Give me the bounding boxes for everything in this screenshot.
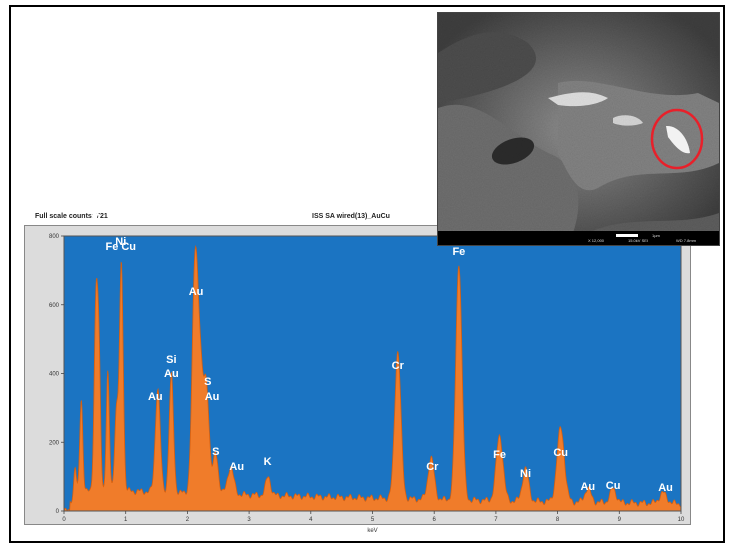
x-tick-label: 10 — [678, 517, 685, 523]
x-axis-label: keV — [367, 528, 377, 534]
peak-label: Fe — [493, 449, 506, 461]
sem-region-upper — [438, 32, 536, 103]
spectrum-name: ISS SA wired(13)_AuCu — [312, 213, 390, 220]
y-tick-label: 600 — [49, 303, 60, 309]
peak-label: Cr — [93, 191, 106, 203]
peak-label: O — [92, 211, 101, 223]
x-tick-label: 5 — [371, 517, 375, 523]
y-tick-label: 800 — [49, 234, 60, 240]
sem-scale-bar — [616, 234, 638, 237]
peak-label: Cr — [392, 360, 405, 372]
peak-label: Cu — [553, 447, 568, 459]
sem-bright-flake — [548, 92, 608, 107]
peak-label: Au — [189, 286, 204, 298]
x-tick-label: 1 — [124, 517, 128, 523]
sem-bright-streak — [613, 115, 643, 126]
sem-pore — [491, 137, 535, 165]
spectrum-line — [63, 244, 682, 512]
x-tick-label: 7 — [494, 517, 498, 523]
peak-label: K — [264, 456, 272, 468]
peak-label: Au — [658, 482, 673, 494]
peak-label: Ni — [520, 468, 531, 480]
sem-image: 1µm X 12,000 15.0kV SEI WD 7.8mm — [438, 13, 719, 245]
peak-label: Fe Cu — [105, 241, 136, 253]
x-tick-label: 9 — [618, 517, 622, 523]
peak-label: Au — [148, 391, 163, 403]
x-tick-label: 8 — [556, 517, 560, 523]
peak-label: Au — [205, 391, 220, 403]
peak-label: Au — [229, 461, 244, 473]
highlight-ellipse — [650, 108, 704, 170]
x-tick-label: 0 — [62, 517, 66, 523]
full-scale-counts: Full scale counts: 721 — [35, 213, 108, 220]
plot-background — [64, 236, 681, 511]
peak-label: Au — [164, 368, 179, 380]
sem-region-center — [558, 80, 719, 191]
peak-label: S — [212, 446, 219, 458]
x-tick-label: 4 — [309, 517, 313, 523]
peak-label: Si — [166, 354, 176, 366]
sem-micrograph: 1µm X 12,000 15.0kV SEI WD 7.8mm — [437, 12, 720, 246]
peak-label: S — [204, 376, 211, 388]
peak-label: Cu — [606, 480, 621, 492]
x-tick-label: 6 — [433, 517, 437, 523]
sem-scale-text: 1µm — [652, 233, 661, 238]
sem-bright-particle — [666, 125, 690, 154]
peak-label: Fe — [452, 246, 465, 258]
peak-label: Au — [580, 481, 595, 493]
y-tick-label: 400 — [49, 372, 60, 378]
sem-info-mid: 15.0kV SEI — [628, 238, 648, 243]
sem-info-bar — [438, 231, 719, 245]
peak-label: Cr — [426, 461, 439, 473]
peak-label: S — [68, 111, 75, 123]
sem-info-left: X 12,000 — [588, 238, 605, 243]
sem-region-left — [438, 104, 579, 245]
sem-info-right: WD 7.8mm — [676, 238, 697, 243]
peak-label: C — [77, 146, 85, 158]
y-tick-label: 200 — [49, 440, 60, 446]
spectrum-fill — [64, 246, 681, 512]
x-tick-label: 3 — [247, 517, 251, 523]
axes: 0 1 2 3 4 5 6 7 8 9 10 0 200 400 600 800 — [49, 234, 685, 523]
y-tick-label: 0 — [56, 509, 60, 515]
x-tick-label: 2 — [186, 517, 190, 523]
peak-label: Ni — [115, 236, 126, 248]
